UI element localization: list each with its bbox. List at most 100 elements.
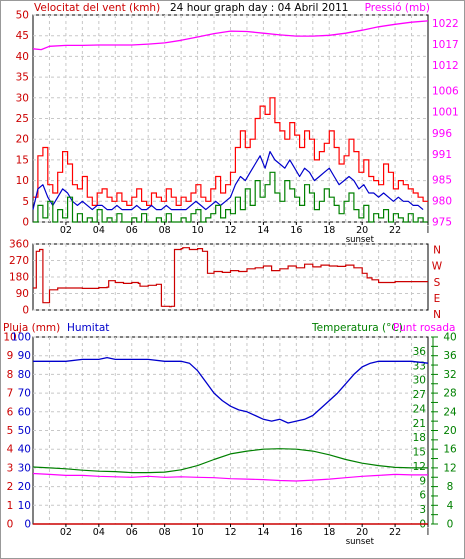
pressure-tick-label: 985	[432, 174, 452, 186]
series-line	[33, 356, 429, 424]
rain-tick-label: 7	[7, 388, 14, 400]
x-tick-label: 20	[356, 527, 368, 538]
pressure-tick-label: 1012	[432, 60, 459, 72]
wind-tick-label: 35	[16, 72, 29, 84]
humidity-tick-label: 0	[24, 519, 31, 531]
wind-tick-label: 0	[22, 217, 29, 229]
temp-tick-label: 24	[413, 403, 427, 415]
x-tick-label: 16	[290, 225, 302, 236]
x-tick-label: 08	[159, 225, 171, 236]
temp-tick-label: 16	[443, 444, 457, 456]
temp-tick-label: 21	[413, 418, 426, 430]
temp-tick-label: 24	[443, 406, 457, 418]
humidity-tick-label: 80	[18, 369, 31, 381]
rain-axis-label: Pluja (mm)	[3, 322, 60, 334]
series-line	[33, 171, 428, 223]
x-tick-label: 06	[126, 527, 138, 538]
x-tick-label: 06	[126, 225, 138, 236]
x-tick-label: sunset	[346, 537, 375, 547]
temp-tick-label: 6	[419, 490, 426, 502]
x-tick-label: 22	[389, 527, 401, 538]
x-tick-label: 10	[192, 225, 204, 236]
pressure-tick-label: 1001	[432, 107, 459, 119]
pressure-tick-label: 1022	[432, 18, 459, 30]
direction-tick-label: 180	[9, 272, 29, 284]
x-tick-label: 02	[60, 527, 72, 538]
x-tick-label: l	[427, 225, 430, 236]
wind-tick-label: 50	[16, 10, 29, 22]
series-line	[32, 472, 428, 482]
wind-tick-label: 20	[16, 134, 29, 146]
compass-label: E	[434, 293, 441, 305]
direction-tick-label: 270	[9, 255, 29, 267]
wind-tick-label: 5	[22, 196, 29, 208]
temp-tick-label: 18	[413, 432, 426, 444]
x-tick-label: 20	[356, 225, 368, 236]
wind-tick-label: 30	[16, 92, 29, 104]
humidity-tick-label: 20	[18, 481, 31, 493]
dewpoint-axis-label: Punt rosada	[393, 322, 455, 334]
direction-tick-label: 90	[16, 288, 29, 300]
x-tick-label: 10	[192, 527, 204, 538]
pressure-tick-label: 1006	[432, 86, 459, 98]
x-tick-label: 04	[93, 527, 105, 538]
temp-tick-label: 0	[447, 519, 454, 531]
temp-tick-label: 20	[443, 425, 456, 437]
compass-label: S	[434, 277, 441, 289]
direction-tick-label: 360	[9, 239, 29, 251]
x-tick-label: 12	[224, 225, 236, 236]
rain-tick-label: 0	[7, 519, 14, 531]
temp-tick-label: 36	[413, 346, 427, 358]
humidity-tick-label: 30	[18, 462, 31, 474]
wind-tick-label: 10	[16, 175, 29, 187]
series-line	[32, 20, 429, 51]
x-tick-label: 18	[323, 527, 335, 538]
chart-title: 24 hour graph day : 04 Abril 2011	[170, 2, 348, 14]
x-tick-label: 08	[159, 527, 171, 538]
temp-tick-label: 32	[443, 369, 456, 381]
temp-tick-label: 33	[413, 360, 426, 372]
temp-tick-label: 9	[419, 475, 426, 487]
rain-tick-label: 8	[7, 369, 14, 381]
temp-tick-label: 3	[419, 504, 426, 516]
rain-tick-label: 5	[7, 425, 14, 437]
humidity-tick-label: 100	[11, 332, 31, 344]
humidity-tick-label: 10	[18, 500, 31, 512]
compass-label: N	[433, 245, 441, 257]
compass-label: N	[433, 309, 441, 321]
x-tick-label: 04	[93, 225, 105, 236]
rain-tick-label: 4	[7, 444, 14, 456]
humidity-tick-label: 50	[18, 425, 31, 437]
temp-tick-label: 4	[447, 500, 454, 512]
humidity-tick-label: 70	[18, 388, 31, 400]
temp-tick-label: 12	[443, 462, 456, 474]
temp-tick-label: 36	[443, 350, 457, 362]
series-line	[33, 97, 428, 206]
x-tick-label: sunset	[346, 235, 375, 245]
wind-tick-label: 45	[16, 30, 29, 42]
wind-tick-label: 15	[16, 154, 29, 166]
humidity-tick-label: 60	[18, 406, 31, 418]
pressure-tick-label: 980	[432, 195, 452, 207]
temp-tick-label: 28	[443, 388, 456, 400]
direction-tick-label: 0	[22, 305, 29, 317]
temp-tick-label: 40	[443, 332, 456, 344]
rain-tick-label: 9	[7, 350, 14, 362]
x-tick-label: l	[427, 527, 430, 538]
x-tick-label: 12	[224, 527, 236, 538]
x-tick-label: 02	[60, 225, 72, 236]
wind-axis-label: Velocitat del vent (kmh)	[34, 2, 160, 14]
pressure-axis-label: Pressió (mb)	[365, 2, 430, 14]
rain-tick-label: 1	[7, 500, 14, 512]
series-line	[32, 448, 428, 474]
pressure-tick-label: 975	[432, 217, 452, 229]
compass-label: W	[432, 261, 443, 273]
wind-tick-label: 40	[16, 51, 29, 63]
temperature-axis-label: Temperatura (°C)	[311, 322, 403, 334]
pressure-tick-label: 991	[432, 149, 452, 161]
rain-tick-label: 10	[3, 332, 16, 344]
humidity-axis-label: Humitat	[67, 322, 109, 334]
rain-tick-label: 6	[7, 406, 14, 418]
wind-tick-label: 25	[16, 113, 29, 125]
